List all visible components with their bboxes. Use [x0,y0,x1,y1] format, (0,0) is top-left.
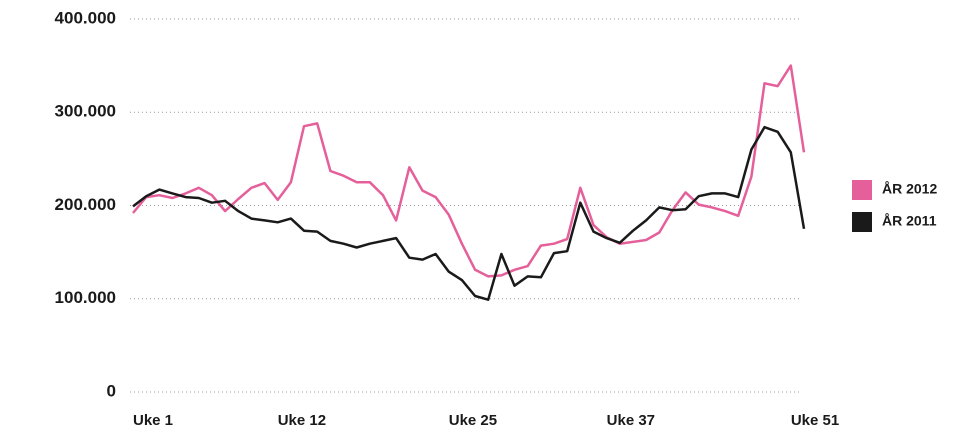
legend-label: ÅR 2011 [882,213,937,229]
y-tick-label: 0 [107,381,116,400]
legend-swatch [852,180,872,200]
x-tick-label: Uke 51 [791,412,839,429]
y-tick-label: 200.000 [55,195,116,214]
x-tick-label: Uke 37 [607,412,655,429]
y-tick-label: 100.000 [55,288,116,307]
x-tick-label: Uke 1 [133,412,173,429]
line-series [132,125,806,301]
y-tick-label: 300.000 [55,102,116,121]
line-series [132,64,806,278]
x-tick-label: Uke 12 [278,412,326,429]
legend-label: ÅR 2012 [882,181,937,197]
x-tick-label: Uke 25 [449,412,497,429]
legend-swatch [852,212,872,232]
y-tick-label: 400.000 [55,8,116,27]
